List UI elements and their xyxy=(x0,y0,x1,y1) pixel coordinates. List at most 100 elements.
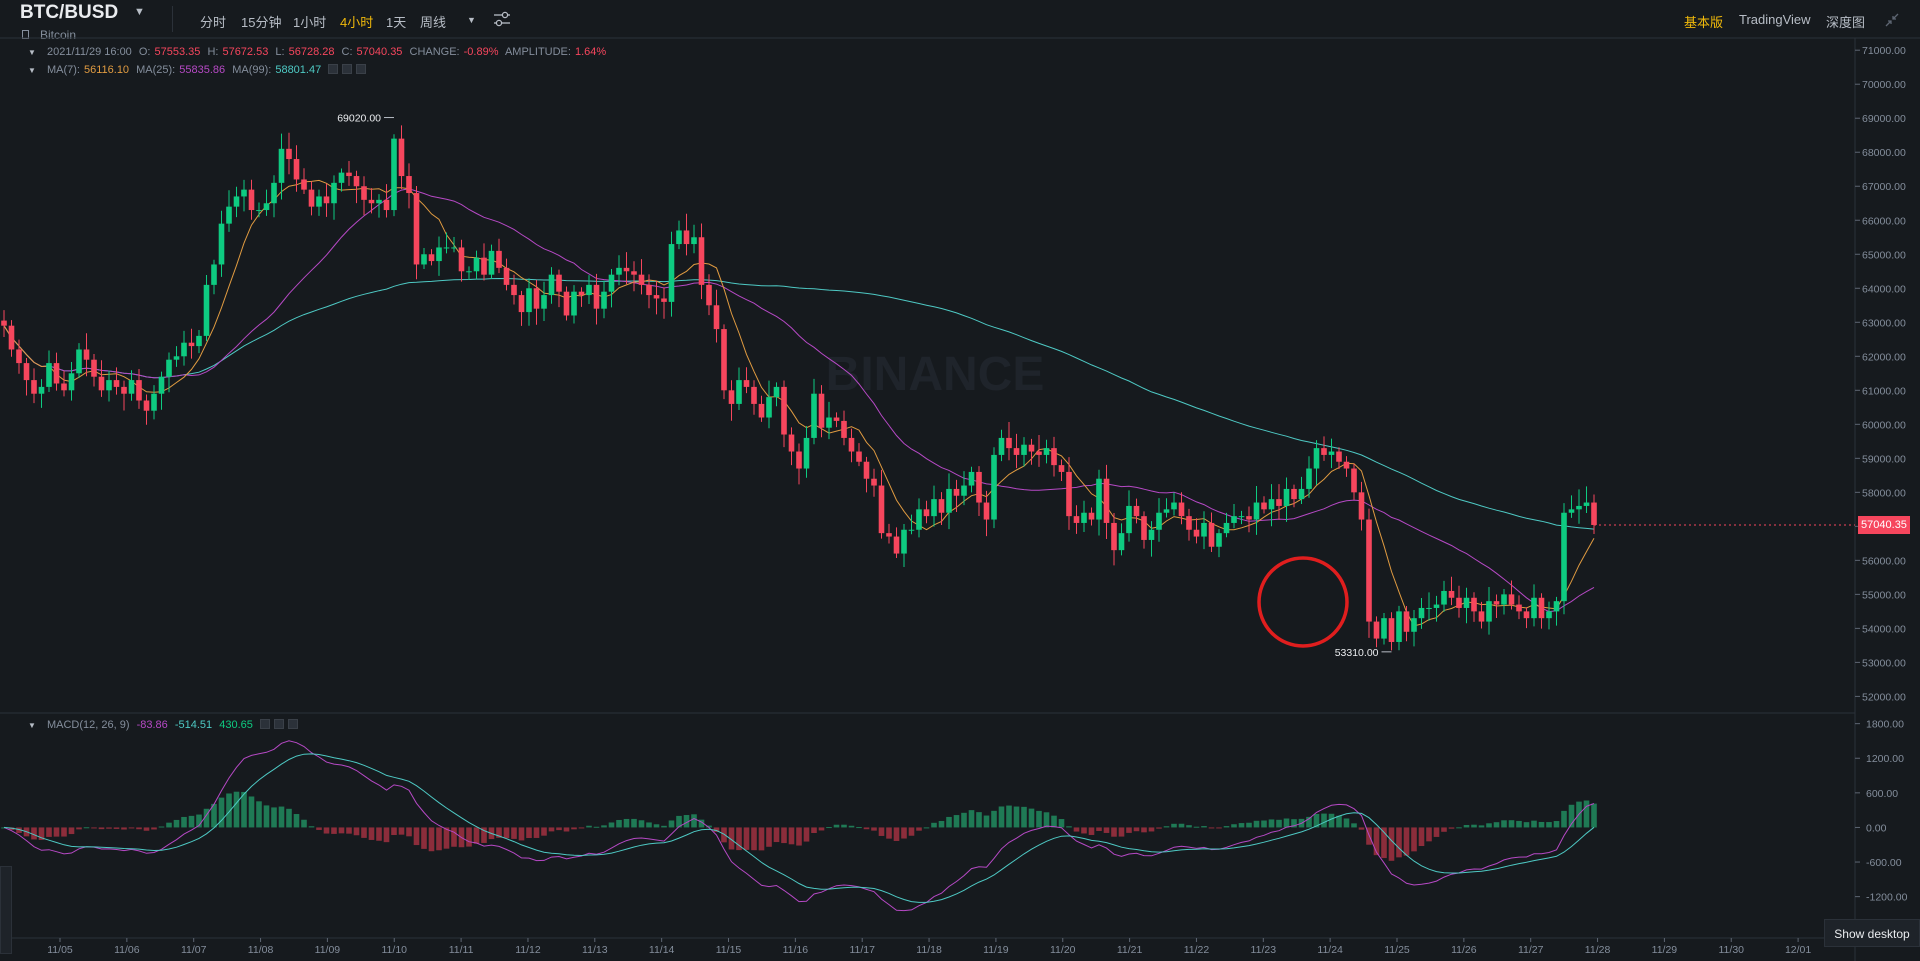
macd-hist-down xyxy=(1073,827,1080,832)
candle-up xyxy=(916,509,922,530)
candle-down xyxy=(788,434,795,452)
candle-up xyxy=(1313,448,1320,469)
tab-basic[interactable]: 基本版 xyxy=(1684,15,1724,30)
tab-timeframe-1w[interactable]: 周线 xyxy=(420,15,447,30)
ma7-value: 56116.10 xyxy=(83,64,130,76)
macd-hist-up xyxy=(1186,825,1192,828)
macd-hist-up xyxy=(1321,813,1327,828)
ma-close-icon[interactable] xyxy=(356,64,367,74)
tab-tradingview[interactable]: TradingView xyxy=(1739,12,1811,27)
collapse-icon[interactable] xyxy=(1884,12,1900,28)
macd-hist-down xyxy=(1441,827,1447,832)
legend-low: 56728.28 xyxy=(288,46,335,58)
tab-timeframe-1h[interactable]: 1小时 xyxy=(293,15,327,30)
macd-hist-down xyxy=(368,827,375,840)
macd-legend: ▼ MACD(12, 26, 9) -83.86 -514.51 430.65 xyxy=(28,719,302,731)
candle-down xyxy=(286,148,292,160)
ma-visibility-icon[interactable] xyxy=(328,64,339,74)
candle-up xyxy=(826,417,832,428)
candle-up xyxy=(601,291,607,309)
candle-up xyxy=(736,380,742,404)
macd-hist-down xyxy=(443,827,450,849)
candle-up xyxy=(991,454,997,520)
candle-down xyxy=(1058,465,1065,472)
macd-close-icon[interactable] xyxy=(287,719,298,729)
candle-down xyxy=(683,230,690,245)
indicator-settings-icon[interactable] xyxy=(493,11,511,27)
price-tick-label: 64000.00 xyxy=(1862,283,1906,295)
candle-up xyxy=(803,437,810,469)
macd-hist-up xyxy=(961,812,967,828)
macd-settings-icon[interactable] xyxy=(273,719,284,729)
macd-hist-up xyxy=(1238,823,1245,828)
macd-hist-down xyxy=(803,827,810,842)
candle-up xyxy=(1201,522,1207,537)
macd-visibility-icon[interactable] xyxy=(259,719,270,729)
macd-hist-down xyxy=(1133,827,1140,832)
macd-hist-up xyxy=(83,827,90,829)
macd-hist-down xyxy=(901,827,907,839)
candle-down xyxy=(503,267,510,285)
macd-hist-up xyxy=(1336,815,1342,828)
macd-hist-down xyxy=(781,827,787,844)
show-desktop-button[interactable]: Show desktop xyxy=(1824,919,1920,947)
tab-timeframe-1d[interactable]: 1天 xyxy=(386,15,407,30)
candle-up xyxy=(488,250,495,275)
pair-title[interactable]: BTC/BUSD xyxy=(20,2,119,23)
candle-up xyxy=(946,488,952,513)
candle-down xyxy=(751,386,757,404)
macd-hist-down xyxy=(451,827,457,847)
candle-down xyxy=(428,254,435,262)
macd-hist-up xyxy=(188,815,195,828)
date-tick-label: 11/17 xyxy=(849,944,875,956)
ma99-value: 58801.47 xyxy=(275,64,322,76)
collapse-macd-legend-icon[interactable]: ▼ xyxy=(28,721,36,730)
candle-down xyxy=(983,502,990,520)
candle-down xyxy=(481,257,487,275)
macd-hist-down xyxy=(1388,827,1395,861)
drawing-toolbar-handle[interactable] xyxy=(0,866,12,954)
macd-hist-up xyxy=(1201,826,1207,828)
macd-hist-up xyxy=(278,806,285,828)
macd-hist-up xyxy=(1531,820,1537,828)
collapse-legend-icon[interactable]: ▼ xyxy=(28,48,36,57)
macd-dif-line xyxy=(3,740,1595,912)
candle-down xyxy=(1088,512,1095,520)
candle-up xyxy=(773,386,780,398)
ma-legend: ▼ MA(7): 56116.10 MA(25): 55835.86 MA(99):… xyxy=(28,64,370,76)
candle-down xyxy=(1291,488,1297,500)
macd-hist-down xyxy=(533,827,540,838)
macd-hist-up xyxy=(203,808,210,828)
tab-depth-chart[interactable]: 深度图 xyxy=(1826,15,1866,30)
macd-hist-up xyxy=(226,793,232,828)
ma-settings-icon[interactable] xyxy=(342,64,353,74)
macd-hist-down xyxy=(338,827,345,834)
macd-tick-label: 1200.00 xyxy=(1866,753,1904,765)
macd-hist-down xyxy=(391,827,397,836)
pair-dropdown-icon[interactable]: ▼ xyxy=(134,6,145,18)
macd-hist-up xyxy=(608,822,615,828)
candle-up xyxy=(1381,618,1387,639)
macd-hist-up xyxy=(1463,824,1470,828)
macd-hist-down xyxy=(893,827,900,841)
more-timeframes-icon[interactable]: ▼ xyxy=(467,15,476,25)
tab-timeframe-4h[interactable]: 4小时 xyxy=(340,15,374,30)
candle-down xyxy=(781,386,787,435)
macd-hist-down xyxy=(473,827,480,844)
macd-hist-up xyxy=(196,814,202,828)
candle-up xyxy=(1163,509,1170,513)
macd-dif-value: -83.86 xyxy=(136,719,168,731)
candle-up xyxy=(1531,597,1537,619)
macd-hist-up xyxy=(1283,818,1290,828)
tab-timeframe-line[interactable]: 分时 xyxy=(200,15,227,30)
candle-up xyxy=(968,471,975,486)
candle-up xyxy=(1156,512,1162,530)
candle-up xyxy=(233,196,240,207)
tab-timeframe-15m[interactable]: 15分钟 xyxy=(241,15,282,30)
candle-up xyxy=(908,529,915,531)
candle-up xyxy=(1411,618,1417,632)
candle-down xyxy=(1103,478,1110,523)
candle-down xyxy=(863,461,870,479)
collapse-ma-legend-icon[interactable]: ▼ xyxy=(28,66,36,75)
